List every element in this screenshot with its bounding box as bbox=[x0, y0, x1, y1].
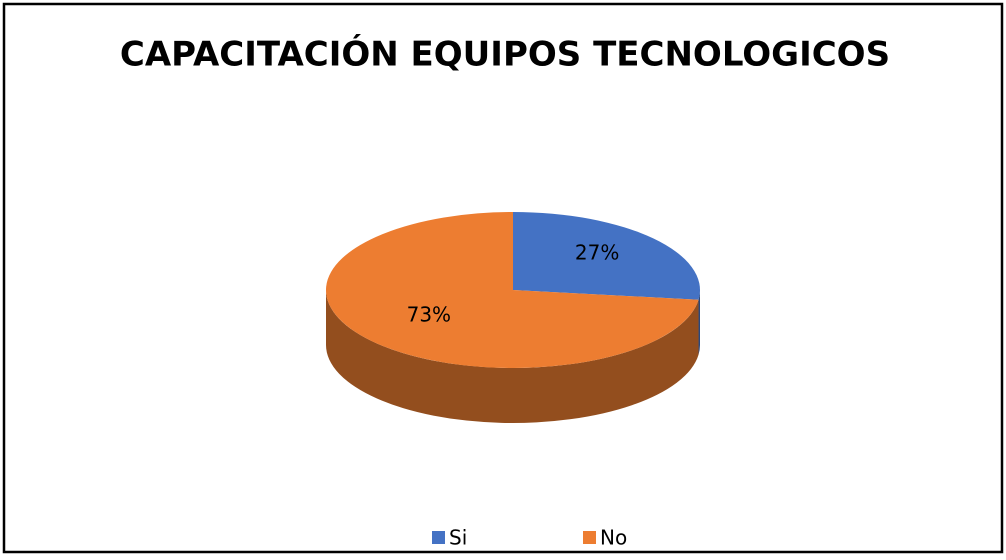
data-label: 27% bbox=[575, 241, 619, 265]
slice-side bbox=[326, 290, 699, 424]
legend-swatch bbox=[583, 531, 596, 544]
legend-label: No bbox=[600, 526, 627, 550]
slice bbox=[513, 212, 700, 300]
slice-side bbox=[698, 290, 700, 355]
chart-title: CAPACITACIÓN EQUIPOS TECNOLOGICOS bbox=[120, 34, 890, 75]
legend-label: Si bbox=[449, 526, 467, 550]
slice bbox=[325, 211, 699, 368]
data-label: 73% bbox=[407, 302, 451, 326]
legend-swatch bbox=[432, 531, 445, 544]
